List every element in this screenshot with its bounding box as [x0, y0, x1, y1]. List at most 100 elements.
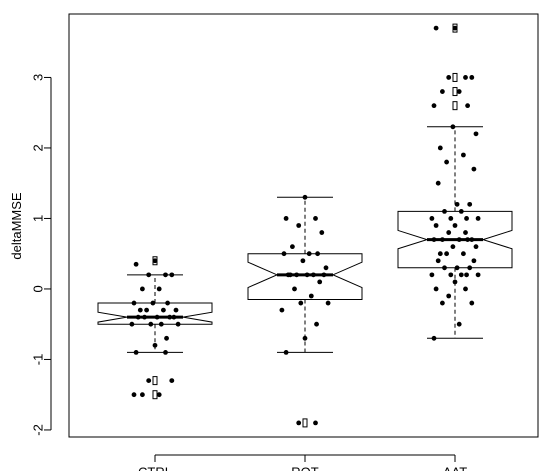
- y-tick-label: -2: [31, 424, 46, 436]
- data-point: [452, 25, 458, 31]
- y-tick-label: 3: [31, 74, 46, 81]
- data-point: [314, 321, 319, 327]
- data-point: [156, 392, 162, 398]
- data-point: [152, 342, 158, 348]
- data-point: [446, 293, 452, 299]
- data-point: [156, 286, 162, 292]
- data-point: [473, 131, 479, 137]
- data-point: [300, 258, 306, 264]
- data-point: [448, 272, 454, 278]
- data-point: [131, 300, 137, 306]
- data-point: [133, 350, 139, 355]
- data-point: [440, 300, 445, 306]
- data-point: [315, 251, 320, 257]
- data-point: [464, 216, 469, 221]
- data-point: [435, 258, 441, 264]
- data-point: [458, 272, 464, 278]
- data-point: [317, 279, 323, 285]
- points-layer: [129, 25, 481, 426]
- data-point: [469, 237, 475, 243]
- plot-frame: [68, 13, 539, 438]
- x-category-label: ROT: [291, 464, 319, 471]
- data-point: [169, 378, 175, 383]
- data-point: [142, 314, 147, 320]
- data-point: [131, 392, 137, 398]
- data-point: [471, 166, 477, 172]
- data-point: [475, 216, 481, 221]
- data-point: [461, 152, 466, 158]
- axes-layer: -2 -1 0 1 2 3 CTRL ROT AAT: [31, 74, 468, 471]
- outlier-marker: [452, 101, 458, 111]
- data-point: [450, 124, 456, 130]
- data-point: [454, 201, 460, 207]
- data-point: [429, 272, 435, 278]
- y-tick-label: -1: [31, 354, 46, 366]
- data-point: [283, 350, 289, 355]
- data-point: [471, 258, 477, 264]
- data-point: [463, 75, 468, 80]
- data-point: [313, 420, 318, 426]
- y-tick-label: 0: [31, 285, 46, 292]
- y-tick-label: 2: [31, 144, 46, 151]
- data-point: [146, 272, 152, 278]
- data-point: [467, 201, 473, 207]
- data-point: [456, 321, 462, 327]
- data-point: [173, 307, 179, 313]
- data-point: [140, 286, 145, 292]
- data-point: [294, 272, 299, 278]
- data-point: [469, 75, 475, 80]
- data-point: [440, 237, 445, 243]
- data-point: [450, 244, 456, 250]
- data-point: [129, 321, 135, 327]
- data-point: [152, 258, 158, 264]
- data-point: [429, 216, 435, 221]
- data-point: [311, 272, 316, 278]
- data-point: [473, 244, 479, 250]
- data-point: [431, 103, 437, 109]
- data-point: [435, 180, 441, 186]
- data-point: [475, 272, 481, 278]
- data-point: [169, 272, 175, 278]
- data-point: [464, 272, 469, 278]
- data-point: [452, 279, 458, 285]
- data-point: [321, 272, 327, 278]
- outlier-marker: [152, 376, 158, 386]
- data-point: [442, 209, 447, 214]
- data-point: [133, 261, 139, 267]
- data-point: [446, 230, 452, 235]
- data-point: [444, 159, 449, 165]
- data-point: [135, 314, 141, 320]
- data-point: [298, 300, 304, 306]
- data-point: [306, 251, 312, 257]
- boxes-layer: [97, 23, 513, 428]
- data-point: [431, 237, 437, 243]
- outlier-marker: [452, 87, 458, 97]
- data-point: [290, 244, 295, 250]
- data-point: [446, 75, 452, 80]
- data-point: [323, 265, 329, 271]
- data-point: [296, 420, 302, 426]
- data-point: [461, 251, 466, 257]
- data-point: [285, 272, 291, 278]
- notched-box: [247, 253, 363, 301]
- data-point: [456, 237, 462, 243]
- data-point: [465, 237, 470, 243]
- data-point: [146, 378, 152, 383]
- data-point: [165, 300, 171, 306]
- data-point: [158, 321, 164, 327]
- data-point: [444, 251, 449, 257]
- data-point: [437, 145, 443, 151]
- data-point: [325, 300, 331, 306]
- data-point: [469, 300, 475, 306]
- y-axis-label: deltaMMSE: [9, 192, 24, 260]
- data-point: [150, 300, 156, 306]
- data-point: [163, 272, 168, 278]
- data-point: [302, 194, 308, 200]
- data-point: [313, 216, 318, 221]
- outlier-marker: [152, 390, 158, 400]
- data-point: [302, 335, 308, 341]
- notched-box: [97, 302, 213, 325]
- data-point: [292, 286, 297, 292]
- data-point: [171, 314, 177, 320]
